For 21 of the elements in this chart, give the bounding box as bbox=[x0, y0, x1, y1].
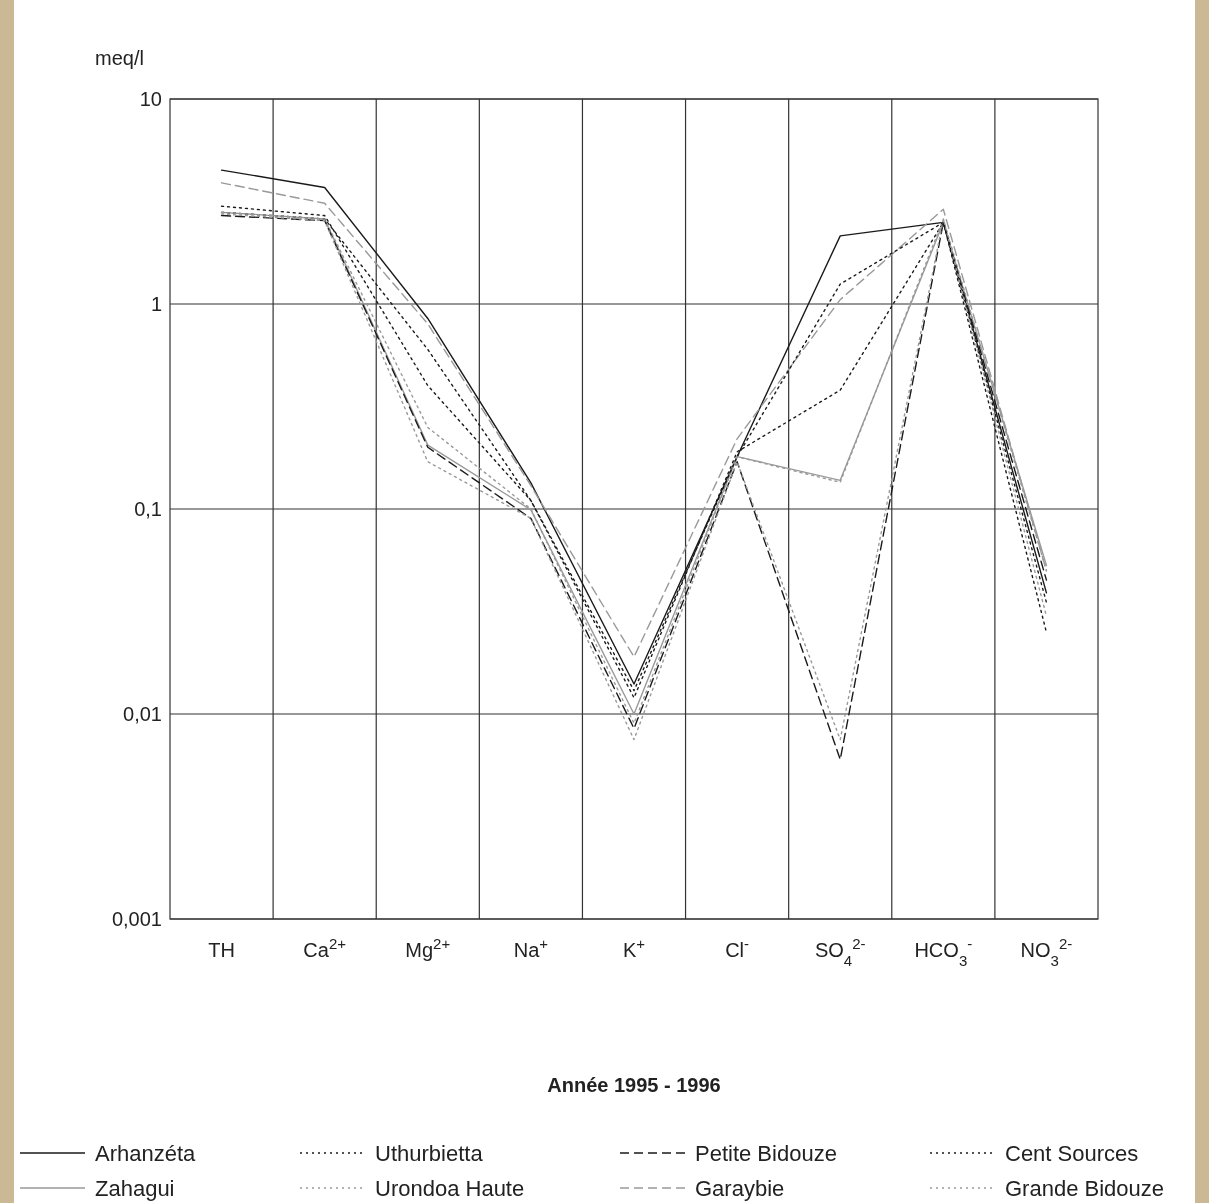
x-tick-label: Ca$^{2+}$ bbox=[303, 934, 347, 961]
y-tick-label: 0,01 bbox=[123, 703, 162, 725]
y-tick-label: 10 bbox=[139, 88, 162, 110]
x-tick-label: K$^{+}$ bbox=[622, 934, 646, 961]
legend-label: Petite Bidouze bbox=[695, 1140, 837, 1166]
x-tick-label: TH bbox=[208, 939, 235, 961]
y-tick-label: 0,1 bbox=[134, 498, 162, 520]
legend-label: Garaybie bbox=[695, 1175, 785, 1201]
legend-label: Uthurbietta bbox=[375, 1140, 484, 1166]
x-tick-label: Na$^{+}$ bbox=[513, 934, 549, 961]
text: Année 1995 - 1996 bbox=[547, 1074, 721, 1096]
legend-label: Grande Bidouze bbox=[1005, 1175, 1164, 1201]
legend-label: Urondoa Haute bbox=[375, 1175, 525, 1201]
legend-label: Arhanzéta bbox=[95, 1140, 197, 1166]
legend-label: Cent Sources bbox=[1005, 1140, 1139, 1166]
x-tick-label: Cl$^{-}$ bbox=[725, 934, 750, 961]
y-tick-label: 1 bbox=[150, 293, 162, 315]
y-axis-title: meq/l bbox=[95, 47, 144, 69]
legend-label: Zahagui bbox=[95, 1175, 175, 1201]
x-tick-label: Mg$^{2+}$ bbox=[405, 934, 451, 961]
y-tick-label: 0,001 bbox=[111, 908, 162, 930]
